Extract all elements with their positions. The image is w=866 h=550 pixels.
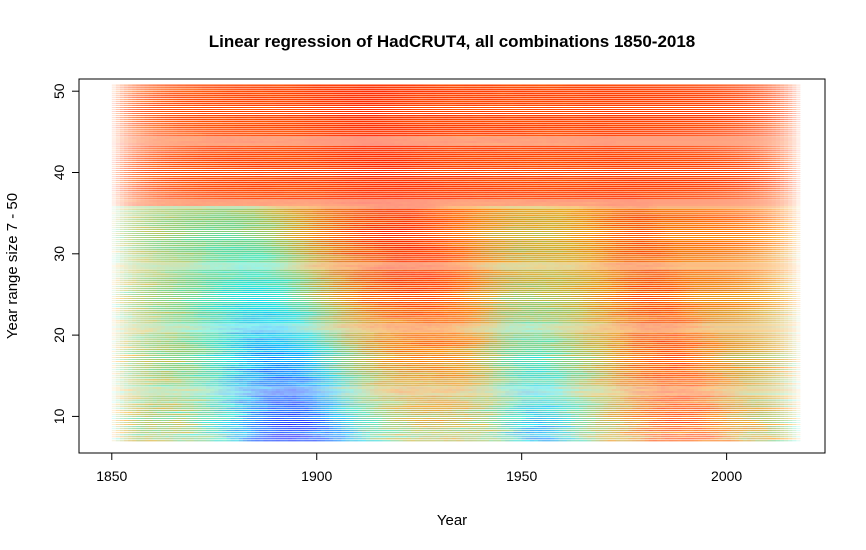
regression-segments	[111, 84, 801, 442]
chart-title: Linear regression of HadCRUT4, all combi…	[209, 32, 696, 51]
